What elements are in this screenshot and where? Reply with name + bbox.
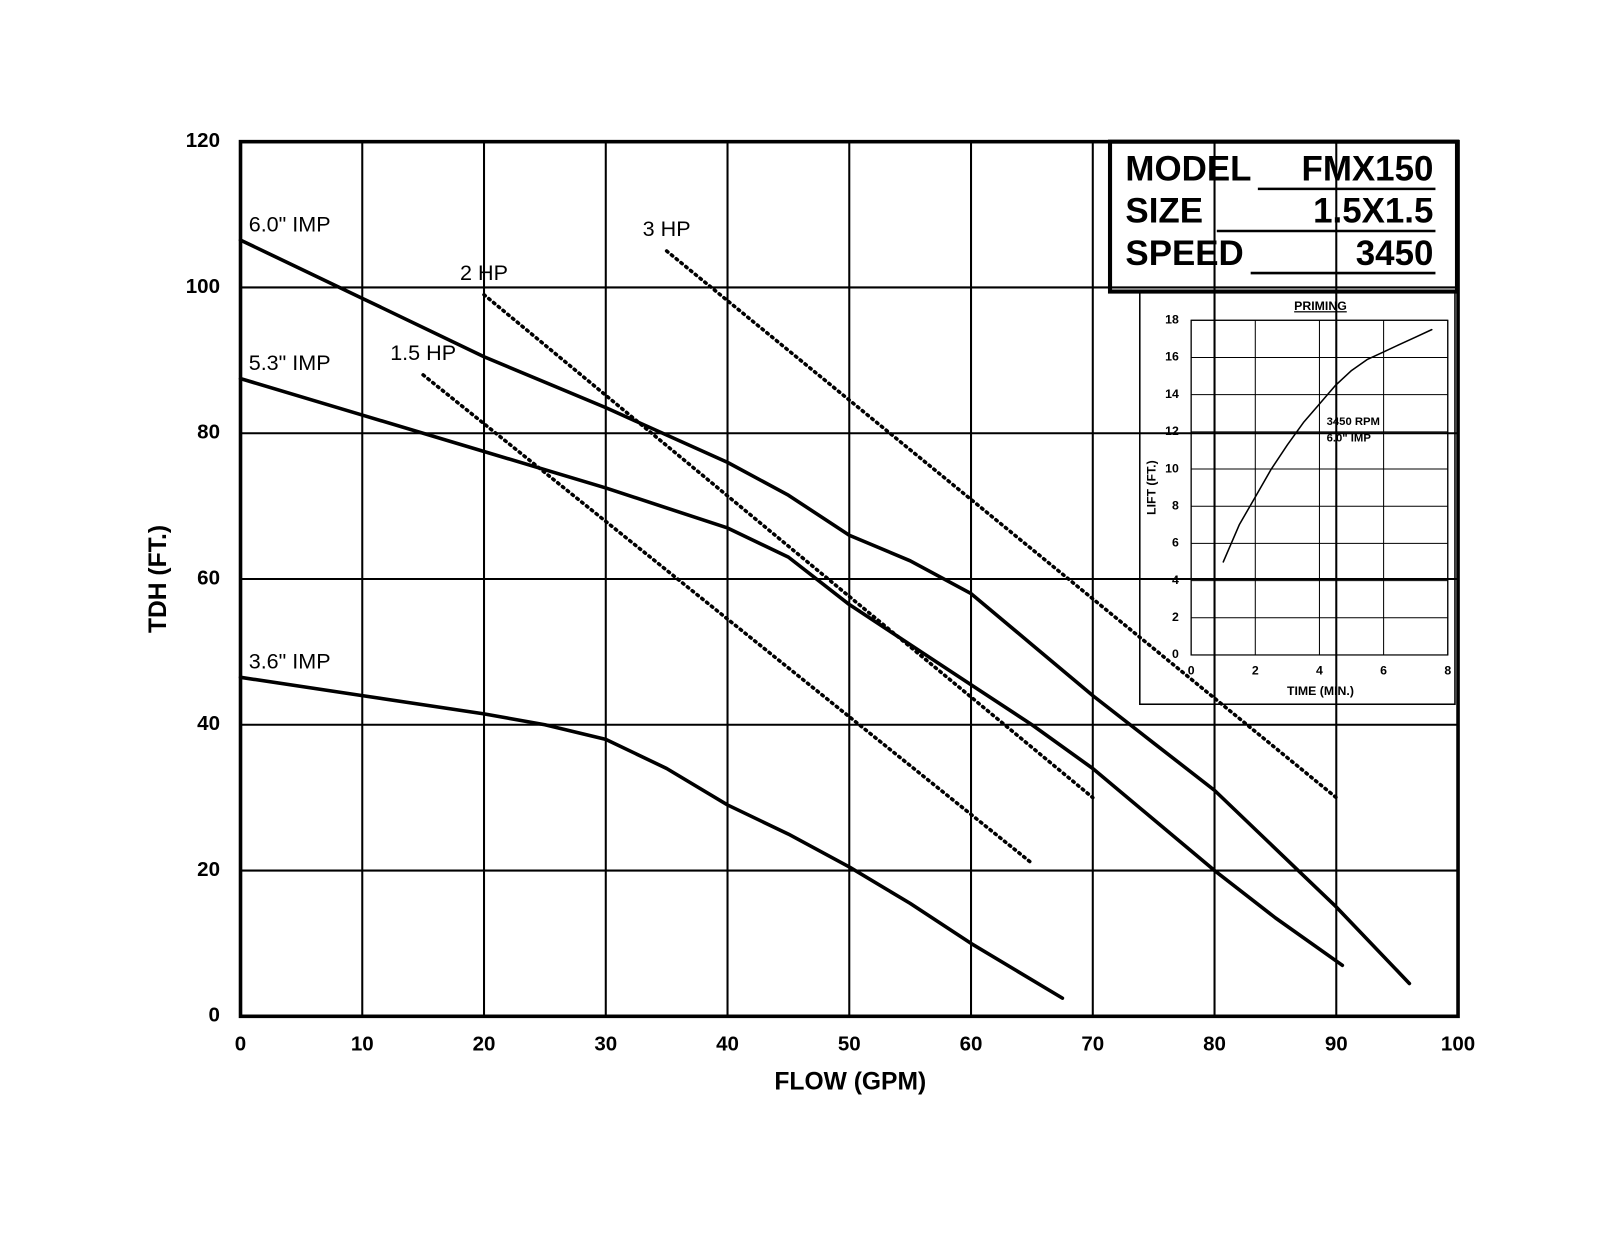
y-axis-label: TDH (FT.) <box>145 525 172 633</box>
series-label: 3.6" IMP <box>249 649 331 674</box>
y-tick-label: 2 <box>1172 610 1179 624</box>
hp-line <box>421 373 1034 866</box>
y-tick-label: 20 <box>197 858 220 881</box>
x-tick-label: 100 <box>1441 1032 1475 1055</box>
series-label: 6.0" IMP <box>249 211 331 236</box>
x-tick-label: 0 <box>235 1032 246 1055</box>
x-tick-label: 40 <box>716 1032 739 1055</box>
series-label: 5.3" IMP <box>249 350 331 375</box>
y-tick-label: 14 <box>1165 387 1179 401</box>
model-value: 1.5X1.5 <box>1313 192 1433 231</box>
y-tick-label: 10 <box>1165 461 1179 475</box>
x-tick-label: 0 <box>1188 664 1195 678</box>
y-tick-label: 120 <box>186 129 220 152</box>
annotation: 6.0" IMP <box>1327 432 1372 444</box>
model-label: SIZE <box>1125 192 1203 231</box>
model-value: 3450 <box>1356 234 1434 273</box>
y-tick-label: 6 <box>1172 536 1179 550</box>
x-tick-label: 10 <box>351 1032 374 1055</box>
curve <box>238 675 1065 1000</box>
hp-line <box>482 292 1095 800</box>
model-value: FMX150 <box>1302 150 1434 189</box>
x-axis-label: FLOW (GPM) <box>774 1069 926 1096</box>
annotation: 3450 RPM <box>1327 416 1380 428</box>
model-label: MODEL <box>1125 150 1251 189</box>
model-label: SPEED <box>1125 234 1243 273</box>
x-tick-label: 2 <box>1252 664 1259 678</box>
y-tick-label: 16 <box>1165 350 1179 364</box>
series-label: 3 HP <box>643 216 691 241</box>
y-tick-label: 0 <box>1172 647 1179 661</box>
x-tick-label: 30 <box>594 1032 617 1055</box>
series-label: 2 HP <box>460 260 508 285</box>
x-tick-label: 90 <box>1325 1032 1348 1055</box>
curve <box>238 238 1412 986</box>
y-tick-label: 18 <box>1165 313 1179 327</box>
x-tick-label: 20 <box>473 1032 496 1055</box>
series-label: 1.5 HP <box>390 340 456 365</box>
x-axis-label: TIME (MIN.) <box>1287 684 1354 698</box>
x-tick-label: 4 <box>1316 664 1323 678</box>
plot-frame <box>1190 319 1449 656</box>
y-axis-label: LIFT (FT.) <box>1144 460 1158 515</box>
x-tick-label: 80 <box>1203 1032 1226 1055</box>
x-tick-label: 50 <box>838 1032 861 1055</box>
x-tick-label: 60 <box>960 1032 983 1055</box>
y-tick-label: 8 <box>1172 498 1179 512</box>
x-tick-label: 70 <box>1081 1032 1104 1055</box>
hp-line <box>664 249 1339 800</box>
chart-title: PRIMING <box>1294 299 1347 313</box>
x-tick-label: 6 <box>1380 664 1387 678</box>
curve <box>1222 328 1433 563</box>
model-box <box>1107 139 1460 294</box>
curve <box>238 376 1345 968</box>
plot-frame <box>238 139 1460 1019</box>
y-tick-label: 80 <box>197 421 220 444</box>
y-tick-label: 0 <box>209 1004 220 1027</box>
y-tick-label: 100 <box>186 275 220 298</box>
x-tick-label: 8 <box>1444 664 1451 678</box>
y-tick-label: 12 <box>1165 424 1179 438</box>
y-tick-label: 40 <box>197 712 220 735</box>
y-tick-label: 60 <box>197 566 220 589</box>
y-tick-label: 4 <box>1172 573 1179 587</box>
inset-frame <box>1139 291 1456 706</box>
